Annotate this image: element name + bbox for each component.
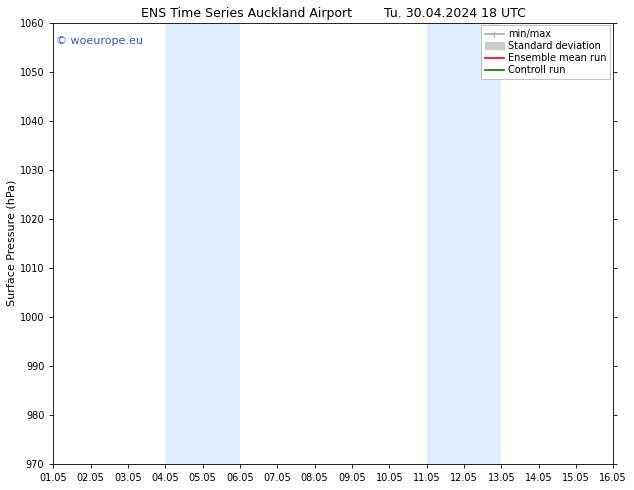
Bar [427, 23, 501, 464]
Bar [165, 23, 240, 464]
Y-axis label: Surface Pressure (hPa): Surface Pressure (hPa) [7, 180, 17, 306]
Title: ENS Time Series Auckland Airport        Tu. 30.04.2024 18 UTC: ENS Time Series Auckland Airport Tu. 30.… [141, 7, 526, 20]
Text: © woeurope.eu: © woeurope.eu [56, 36, 143, 46]
Legend: min/max, Standard deviation, Ensemble mean run, Controll run: min/max, Standard deviation, Ensemble me… [481, 25, 611, 79]
